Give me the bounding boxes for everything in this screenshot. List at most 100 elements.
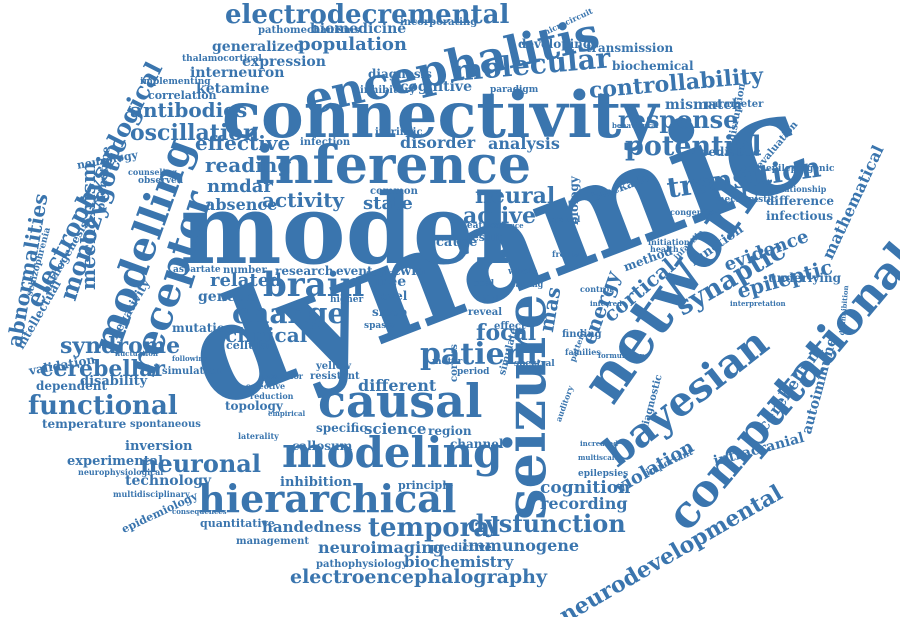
word-implementing: implementing	[140, 77, 211, 87]
word-analysis: analysis	[488, 134, 560, 153]
word-activity: activity	[262, 188, 345, 212]
word-health: health	[650, 244, 679, 254]
word-inhibition: inhibition	[280, 475, 352, 490]
word-reveal: reveal	[468, 307, 503, 318]
word-effect: effect	[494, 321, 526, 332]
word-common: common	[370, 186, 418, 197]
word-epilepsies: epilepsies	[578, 469, 629, 479]
word-behavioural: behavioural	[612, 121, 659, 130]
word-functional: functional	[28, 391, 178, 421]
word-transmission: transmission	[586, 41, 674, 55]
word-finding: finding	[562, 329, 602, 340]
word-cognitive: cognitive	[400, 79, 472, 95]
word-increased: increased	[580, 439, 618, 448]
word-paradigm: paradigm	[490, 85, 539, 95]
word-number: number	[223, 265, 267, 276]
word-biochemical: biochemical	[612, 59, 694, 73]
word-clinical: clinical	[225, 323, 308, 347]
word-electrodecremental: electrodecremental	[225, 0, 510, 30]
word-underlying: underlying	[768, 271, 842, 285]
word-result: result	[466, 231, 503, 244]
word-counseling: counseling	[128, 167, 177, 177]
word-resistant: resistant	[310, 371, 360, 382]
word-disorder: disorder	[400, 133, 476, 152]
word-specific: specific	[316, 421, 367, 435]
word-spatial: spatial	[550, 214, 581, 224]
word-multiscale: multiscale	[578, 453, 619, 462]
word-connectivity: connectivity	[222, 78, 659, 153]
word-higher: higher	[330, 295, 364, 305]
word-channel: channel	[450, 437, 504, 451]
word-generalized: generalized	[212, 39, 304, 55]
word-neuronal: neuronal	[140, 449, 261, 478]
word-antibodies: antibodies	[130, 98, 248, 122]
word-mutation: mutation	[172, 321, 234, 335]
word-period: period	[457, 367, 490, 377]
word-state: state	[363, 193, 413, 214]
word-model: model	[180, 173, 511, 286]
word-neuroimaging: neuroimaging	[318, 538, 445, 557]
word-observed: observed	[138, 176, 184, 186]
word-posterior: posterior	[262, 371, 304, 381]
word-different: different	[358, 376, 437, 395]
word-free: free	[375, 274, 407, 290]
word-fluctuation: fluctuation	[115, 349, 158, 358]
word-fasting: fasting	[512, 279, 544, 289]
word-pathomechanisms: pathomechanisms	[258, 25, 360, 36]
word-dysfunction: dysfunction	[468, 509, 626, 538]
word-cerebellar: cerebellar	[40, 356, 165, 382]
word-diagnosis: diagnosis	[368, 67, 432, 81]
word-sequence: sequence	[487, 221, 524, 230]
word-formulation: formulation	[598, 351, 645, 360]
word-temporal: temporal	[368, 513, 501, 543]
word-hierarchical: hierarchical	[198, 476, 457, 521]
word-technology: technology	[125, 473, 212, 489]
word-effective: effective	[195, 131, 291, 155]
word-inferred: inferred	[590, 299, 622, 308]
word-cause: cause	[436, 235, 478, 250]
word-expression: expression	[242, 54, 326, 70]
word-brain: brain	[263, 265, 365, 305]
word-inference: inference	[255, 135, 532, 196]
word-relationship: relationship	[772, 184, 827, 194]
word-biomedicine: biomedicine	[310, 21, 407, 37]
word-frontal: frontal	[552, 249, 583, 259]
word-mechanistic: mechanistic	[715, 195, 777, 205]
word-interneuron: interneuron	[190, 65, 285, 81]
word-following: following	[172, 354, 209, 363]
word-oscillation: oscillation	[130, 120, 259, 146]
word-scn1a: scn1a	[366, 269, 396, 279]
word-pediatric: pediatric	[700, 145, 761, 159]
word-empirical: empirical	[268, 409, 306, 418]
word-yellow: yellow	[316, 361, 352, 372]
word-disability: disability	[80, 374, 148, 389]
word-experimental: experimental	[67, 454, 164, 469]
word-families: families	[565, 347, 601, 357]
word-mismatch: mismatch	[665, 97, 743, 113]
word-inversion: inversion	[125, 439, 193, 454]
word-immunogene: immunogene	[462, 536, 580, 555]
word-simulation: simulation	[162, 366, 222, 377]
word-multidisciplinary: multidisciplinary	[113, 489, 190, 499]
word-whole: whole	[508, 267, 538, 277]
word-congenital: congenital	[670, 207, 718, 217]
word-active: active	[463, 203, 536, 229]
word-difference: difference	[766, 194, 835, 208]
word-laterality: laterality	[238, 431, 279, 441]
word-incorporating: incorporating	[400, 17, 478, 28]
word-event: event	[336, 264, 373, 278]
word-intrinsic: intrinsic	[375, 127, 423, 138]
word-cognition: cognition	[540, 478, 631, 498]
word-spasm: spasm	[364, 321, 396, 331]
word-dependent: dependent	[36, 379, 108, 393]
word-related: related	[210, 270, 282, 291]
word-level: level	[376, 289, 408, 303]
word-change: change	[232, 297, 346, 330]
word-patient: patient	[420, 337, 541, 372]
word-thalamocortical: thalamocortical	[182, 54, 262, 64]
word-potential: potential	[625, 131, 762, 162]
word-neural: neural	[475, 183, 556, 209]
word-local: local	[470, 279, 495, 289]
word-ketamine: ketamine	[196, 81, 270, 97]
